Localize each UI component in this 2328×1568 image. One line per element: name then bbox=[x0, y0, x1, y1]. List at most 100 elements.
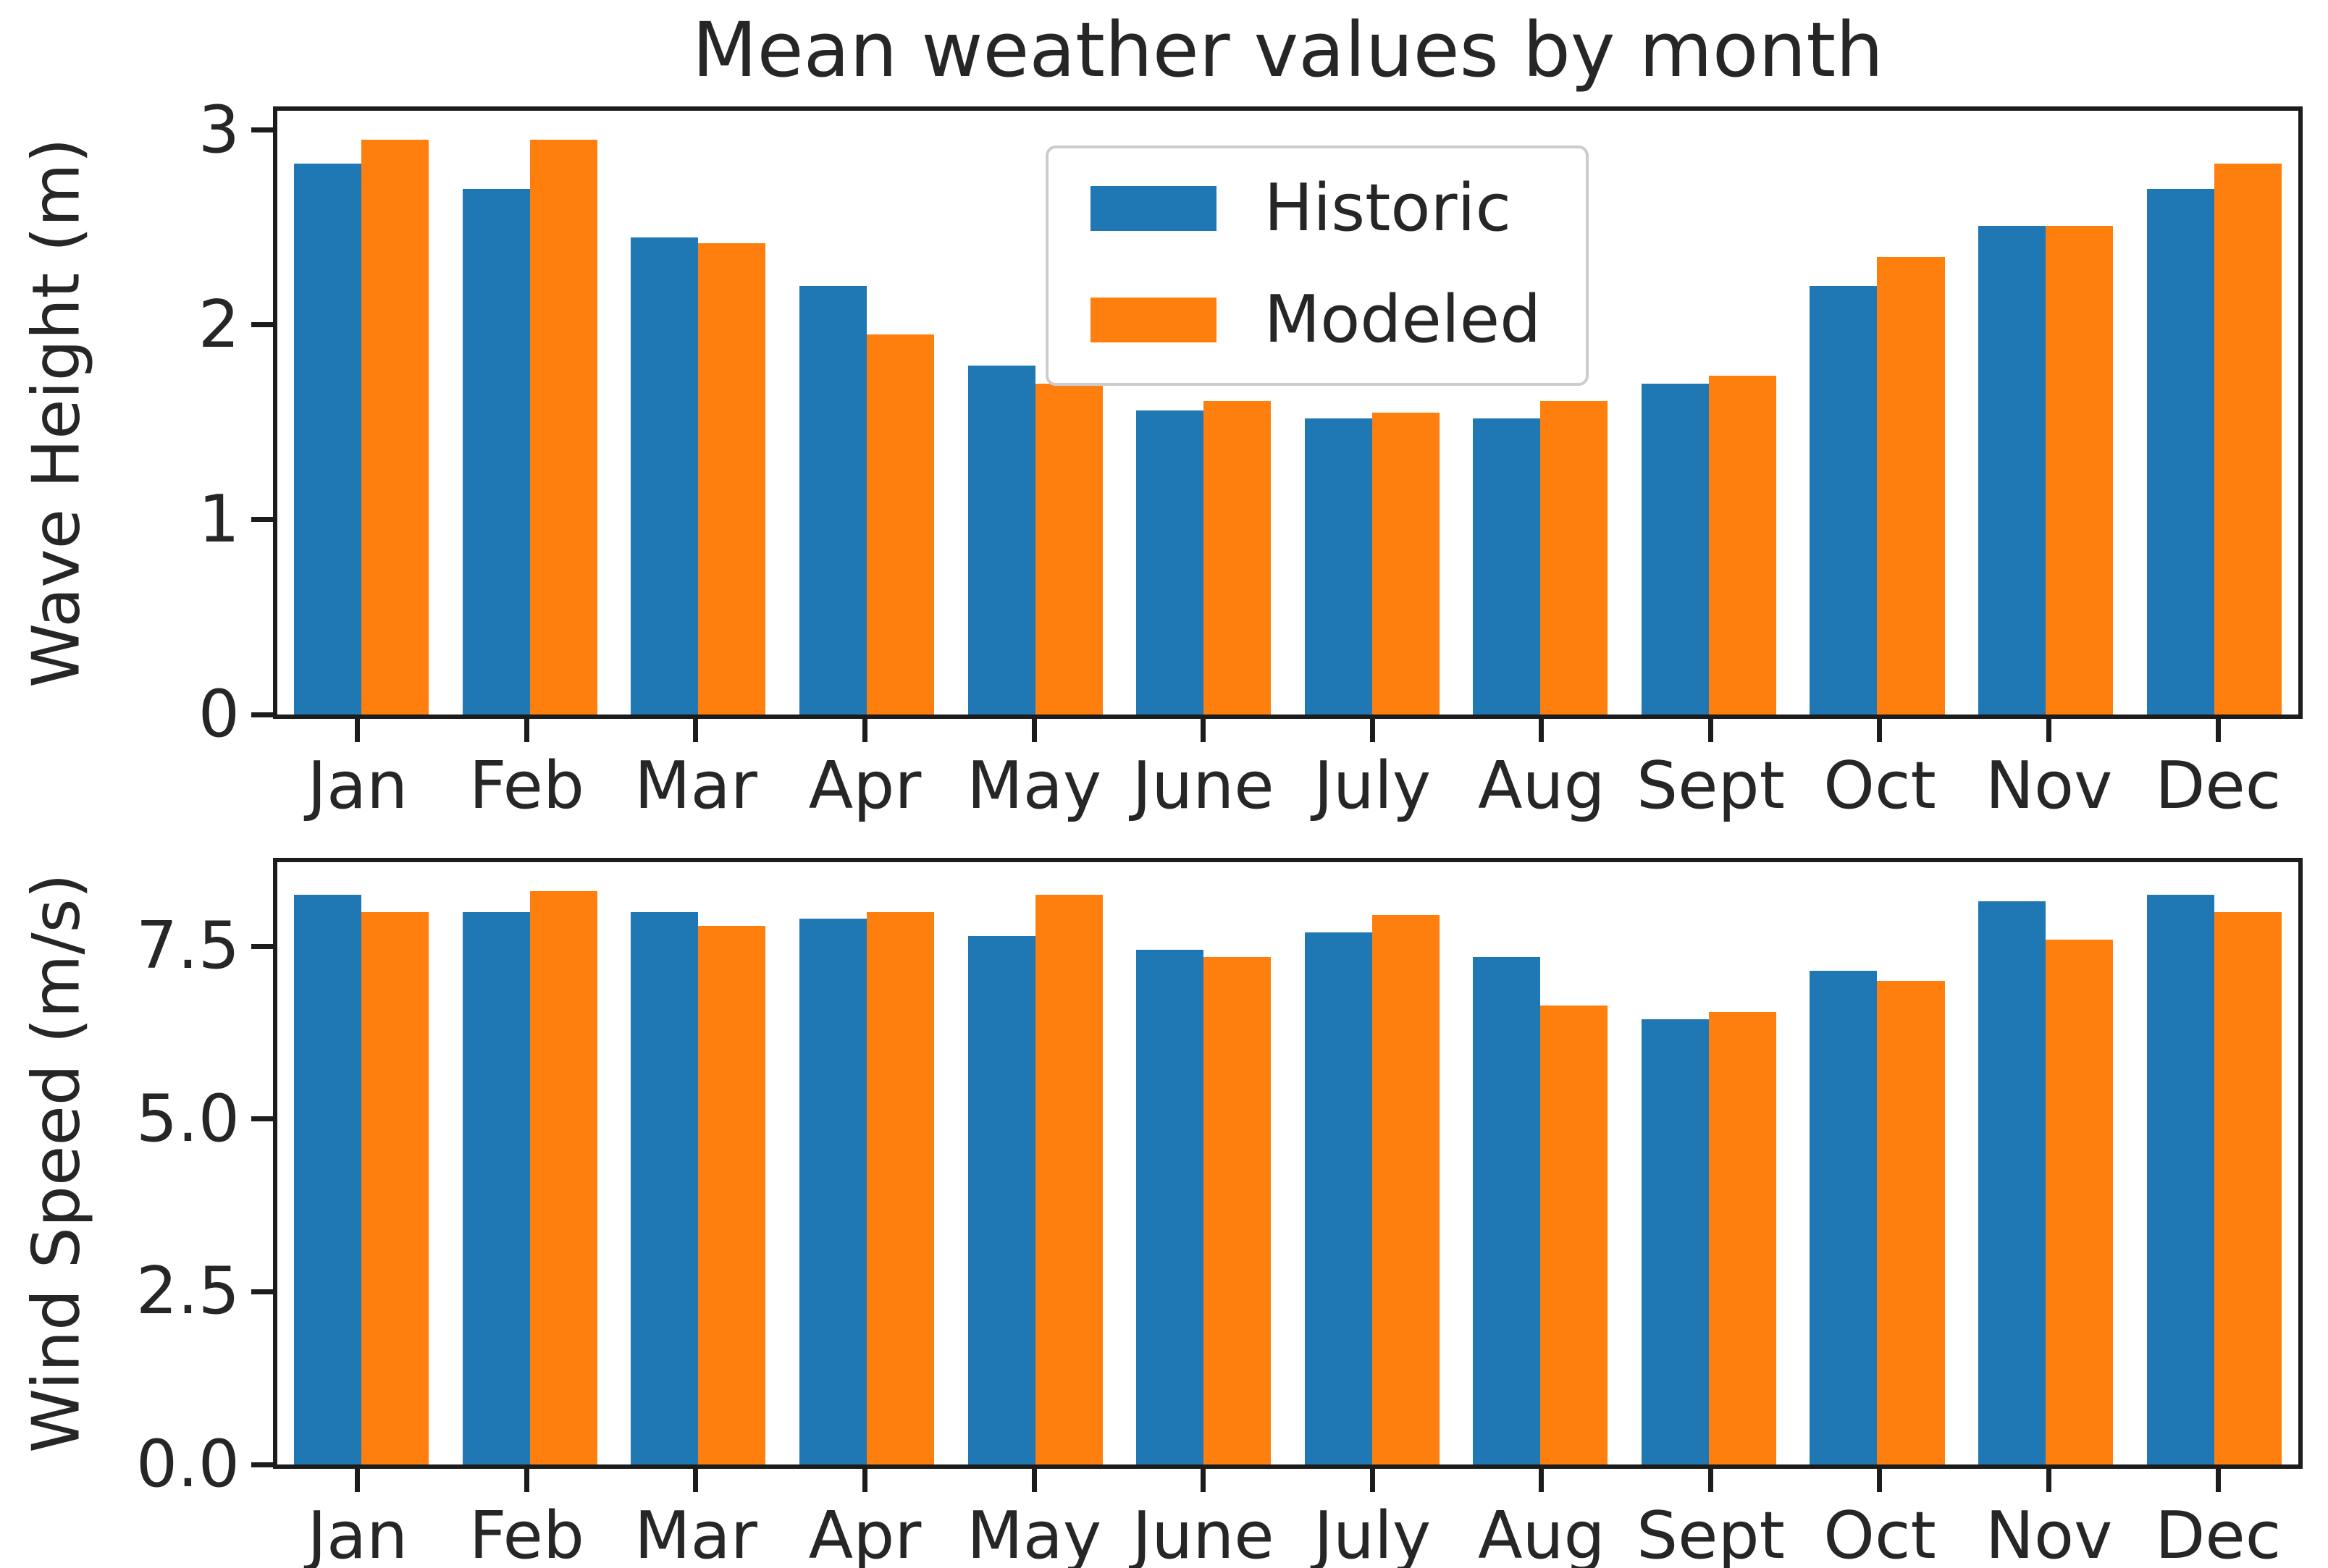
y-tick: 3 bbox=[198, 91, 273, 168]
x-tick-mark bbox=[693, 1469, 699, 1492]
x-tick-mark bbox=[355, 1469, 361, 1492]
bar-modeled-apr bbox=[867, 911, 935, 1464]
bar-historic-mar bbox=[631, 911, 699, 1464]
bar-historic-mar bbox=[631, 237, 699, 715]
legend-label: Modeled bbox=[1264, 282, 1542, 358]
bar-group-may bbox=[951, 111, 1119, 715]
x-tick-label: Mar bbox=[634, 748, 757, 824]
bar-group-oct bbox=[1793, 862, 1962, 1464]
bar-modeled-may bbox=[1035, 894, 1103, 1464]
bar-group-oct bbox=[1793, 111, 1962, 715]
y-tick-mark bbox=[251, 517, 273, 523]
x-tick-aug: Aug bbox=[1457, 1469, 1626, 1568]
y-tick-label: 1 bbox=[198, 481, 240, 557]
bar-group-apr bbox=[783, 862, 951, 1464]
bar-historic-july bbox=[1304, 932, 1372, 1464]
bar-historic-june bbox=[1136, 950, 1204, 1464]
bar-modeled-mar bbox=[698, 243, 766, 715]
x-tick-apr: Apr bbox=[781, 1469, 950, 1568]
x-tick-label: Oct bbox=[1823, 748, 1936, 824]
bar-group-dec bbox=[2130, 862, 2298, 1464]
x-tick-mark bbox=[1877, 719, 1883, 742]
x-tick-label: June bbox=[1132, 748, 1274, 824]
x-tick-mark bbox=[524, 1469, 529, 1492]
x-tick-jan: Jan bbox=[273, 719, 442, 821]
x-tick-mark bbox=[862, 1469, 868, 1492]
bar-modeled-apr bbox=[867, 334, 935, 715]
y-tick: 0.0 bbox=[136, 1432, 273, 1497]
bar-modeled-oct bbox=[1877, 256, 1945, 715]
x-tick-mark bbox=[524, 719, 529, 742]
bar-group-june bbox=[1119, 862, 1288, 1464]
bar-modeled-feb bbox=[529, 891, 597, 1464]
bar-group-june bbox=[1119, 111, 1288, 715]
x-tick-mark bbox=[1539, 1469, 1545, 1492]
y-tick-mark bbox=[251, 943, 273, 949]
x-tick-mark bbox=[1369, 1469, 1375, 1492]
bar-modeled-sept bbox=[1708, 1012, 1776, 1464]
y-tick: 0 bbox=[198, 682, 273, 747]
bar-group-aug bbox=[1456, 111, 1625, 715]
bar-modeled-dec bbox=[2214, 163, 2282, 715]
bar-group-nov bbox=[1962, 111, 2130, 715]
wind-speed-xticks: Jan Feb Mar Apr May June July Aug Sept Oct Nov Dec bbox=[273, 1469, 2303, 1568]
wave-height-bars bbox=[277, 111, 2298, 715]
x-tick-july: July bbox=[1287, 1469, 1457, 1568]
x-tick-label: Sept bbox=[1636, 748, 1785, 824]
bar-historic-july bbox=[1304, 418, 1372, 715]
x-tick-feb: Feb bbox=[442, 1469, 612, 1568]
bar-modeled-feb bbox=[529, 140, 597, 715]
x-tick-mark bbox=[693, 719, 699, 742]
y-tick-label: 5.0 bbox=[135, 1080, 240, 1157]
bar-historic-dec bbox=[2146, 894, 2214, 1464]
y-tick-mark bbox=[251, 712, 273, 717]
x-tick-label: Jan bbox=[307, 1498, 408, 1568]
bar-group-apr bbox=[783, 111, 951, 715]
x-tick-label: Aug bbox=[1477, 748, 1605, 824]
bar-group-sept bbox=[1625, 111, 1794, 715]
y-tick-label: 3 bbox=[198, 91, 240, 168]
x-tick-mark bbox=[1539, 719, 1545, 742]
x-tick-oct: Oct bbox=[1795, 1469, 1964, 1568]
bar-group-may bbox=[951, 862, 1119, 1464]
wind-speed-bars bbox=[277, 862, 2298, 1464]
legend-label: Historic bbox=[1264, 170, 1511, 247]
y-tick-label: 0 bbox=[198, 676, 240, 752]
x-tick-apr: Apr bbox=[781, 719, 950, 821]
bar-group-nov bbox=[1962, 862, 2130, 1464]
y-tick: 5.0 bbox=[135, 1080, 273, 1157]
bar-modeled-june bbox=[1203, 400, 1272, 715]
bar-historic-oct bbox=[1810, 970, 1878, 1464]
x-tick-mar: Mar bbox=[611, 719, 781, 821]
x-tick-label: May bbox=[967, 748, 1102, 824]
bar-group-feb bbox=[446, 111, 615, 715]
x-tick-label: Oct bbox=[1823, 1498, 1936, 1568]
x-tick-label: Apr bbox=[808, 748, 922, 824]
x-tick-july: July bbox=[1287, 719, 1457, 821]
x-tick-mark bbox=[1707, 1469, 1713, 1492]
bar-modeled-july bbox=[1371, 413, 1440, 715]
bar-group-sept bbox=[1625, 862, 1794, 1464]
x-tick-label: July bbox=[1314, 748, 1432, 824]
bar-modeled-dec bbox=[2214, 911, 2282, 1464]
bar-group-dec bbox=[2130, 111, 2298, 715]
bar-historic-oct bbox=[1810, 286, 1878, 715]
y-tick-mark bbox=[251, 1116, 273, 1122]
bar-modeled-nov bbox=[2046, 225, 2114, 715]
y-tick-mark bbox=[251, 1289, 273, 1294]
x-tick-sept: Sept bbox=[1626, 1469, 1796, 1568]
y-tick-label: 2.5 bbox=[135, 1253, 240, 1330]
x-tick-label: Sept bbox=[1636, 1498, 1785, 1568]
legend: Historic Modeled bbox=[1045, 146, 1589, 387]
x-tick-mark bbox=[1707, 719, 1713, 742]
legend-swatch-historic bbox=[1090, 186, 1216, 232]
bar-modeled-may bbox=[1035, 383, 1103, 715]
bar-historic-dec bbox=[2146, 188, 2214, 715]
x-tick-label: Feb bbox=[468, 1498, 585, 1568]
x-tick-label: Dec bbox=[2155, 1498, 2282, 1568]
x-tick-label: June bbox=[1132, 1498, 1274, 1568]
bar-modeled-jan bbox=[361, 140, 429, 715]
x-tick-june: June bbox=[1119, 719, 1288, 821]
bar-modeled-jan bbox=[361, 911, 429, 1464]
